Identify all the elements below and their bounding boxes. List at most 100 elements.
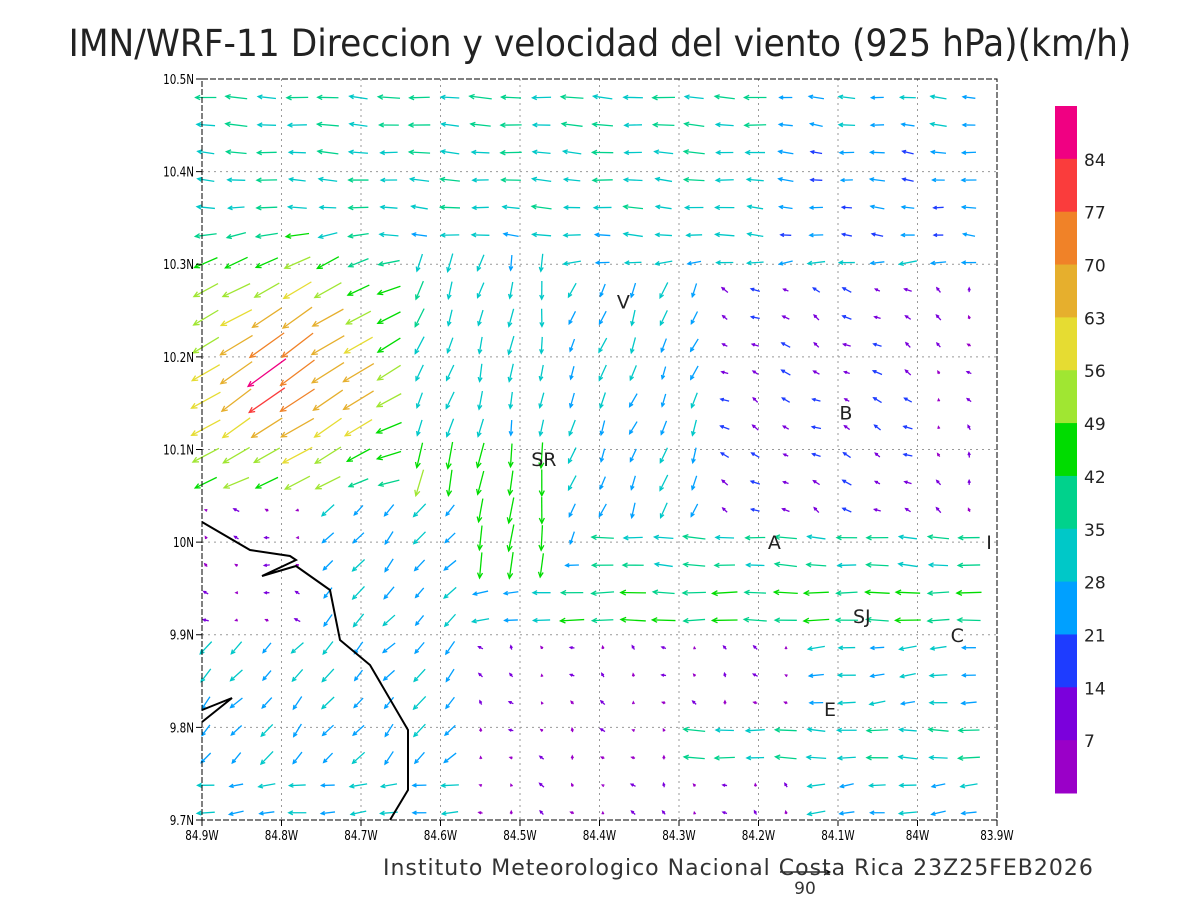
- wind-arrow-head: [538, 490, 545, 498]
- wind-arrow-shaft: [869, 784, 886, 787]
- wind-arrow: [967, 451, 971, 458]
- wind-arrow: [531, 122, 551, 128]
- wind-arrow-head: [220, 405, 228, 413]
- wind-arrow-head: [287, 810, 294, 816]
- wind-arrow: [623, 260, 642, 266]
- wind-arrow-head: [721, 783, 726, 787]
- wind-arrow-shaft: [600, 420, 606, 435]
- wind-arrow: [590, 534, 614, 541]
- wind-arrow-head: [802, 617, 810, 624]
- wind-arrow: [865, 616, 889, 623]
- wind-arrow-head: [379, 783, 386, 789]
- wind-arrow-shaft: [223, 476, 250, 489]
- wind-arrow-shaft: [746, 564, 765, 567]
- wind-arrow: [507, 443, 514, 469]
- wind-arrow: [254, 476, 279, 489]
- wind-arrow: [281, 306, 313, 329]
- wind-arrow-head: [930, 811, 936, 816]
- wind-arrow-head: [929, 149, 936, 155]
- wind-arrow-shaft: [384, 504, 395, 517]
- wind-arrow-shaft: [192, 336, 220, 354]
- wind-arrow-head: [351, 594, 358, 601]
- wind-arrow: [314, 475, 341, 490]
- wind-arrow: [744, 149, 766, 156]
- wind-arrow: [601, 810, 605, 815]
- wind-arrow-head: [784, 674, 788, 678]
- wind-arrow-shaft: [348, 232, 369, 238]
- wind-arrow-head: [782, 480, 787, 485]
- wind-arrow: [659, 282, 669, 300]
- wind-arrow-head: [507, 461, 514, 469]
- wind-arrow: [777, 122, 793, 128]
- wind-arrow-shaft: [348, 478, 369, 488]
- wind-arrow: [835, 727, 857, 733]
- wind-arrow: [219, 361, 253, 385]
- wind-arrow-shaft: [258, 95, 277, 100]
- wind-arrow-head: [843, 398, 848, 402]
- wind-arrow-head: [229, 703, 235, 709]
- wind-arrow: [629, 365, 637, 382]
- wind-arrow: [295, 508, 299, 512]
- wind-arrow-head: [960, 672, 967, 678]
- colorbar-label: 63: [1084, 309, 1106, 329]
- wind-arrow-head: [781, 425, 787, 429]
- wind-arrow-head: [931, 177, 937, 183]
- wind-arrow-head: [571, 782, 574, 787]
- wind-arrow-head: [873, 480, 879, 485]
- wind-arrow-head: [714, 177, 721, 183]
- wind-arrow-head: [781, 397, 786, 402]
- wind-arrow: [812, 287, 821, 293]
- wind-arrow-shaft: [842, 206, 852, 209]
- wind-arrow: [630, 475, 636, 491]
- wind-arrow-head: [531, 122, 538, 128]
- wind-arrow-head: [928, 754, 935, 761]
- wind-arrow: [622, 177, 643, 183]
- wind-arrow: [628, 421, 638, 435]
- wind-arrow-shaft: [478, 525, 483, 550]
- wind-arrow-head: [871, 369, 877, 374]
- wind-arrow-head: [540, 673, 544, 678]
- wind-arrow-shaft: [509, 443, 513, 467]
- wind-arrow-shaft: [416, 392, 423, 408]
- wind-arrow-head: [777, 261, 784, 266]
- x-tick-label: 84.9W: [185, 828, 219, 843]
- wind-arrow-head: [927, 726, 934, 733]
- wind-arrow: [719, 452, 730, 458]
- wind-arrow-head: [283, 483, 292, 490]
- wind-arrow: [540, 673, 544, 678]
- wind-arrow-shaft: [378, 259, 400, 266]
- wind-arrow-head: [414, 321, 420, 328]
- wind-arrow-shaft: [838, 701, 856, 704]
- wind-arrow-shaft: [194, 476, 218, 489]
- wind-arrow-head: [781, 507, 786, 512]
- wind-arrow: [500, 177, 521, 183]
- wind-arrow: [682, 561, 706, 568]
- wind-arrow: [353, 669, 364, 682]
- wind-arrow: [204, 535, 208, 540]
- wind-arrow: [868, 782, 886, 788]
- wind-arrow-head: [693, 645, 697, 650]
- wind-arrow-head: [651, 589, 659, 596]
- wind-arrow-head: [321, 731, 327, 737]
- wind-arrow-head: [445, 375, 451, 382]
- wind-arrow-shaft: [690, 365, 699, 380]
- wind-arrow-head: [499, 149, 506, 156]
- wind-arrow: [377, 479, 400, 487]
- wind-arrow-head: [316, 94, 323, 101]
- wind-arrow-shaft: [322, 641, 334, 655]
- wind-arrow-shaft: [903, 425, 913, 430]
- wind-arrow: [715, 150, 734, 156]
- wind-arrow-head: [476, 516, 483, 524]
- colorbar-label: 70: [1084, 257, 1106, 277]
- wind-arrow: [445, 668, 455, 683]
- wind-arrow-head: [538, 266, 544, 273]
- wind-arrow: [251, 307, 282, 329]
- wind-arrow-head: [531, 149, 538, 155]
- wind-arrow-shaft: [444, 724, 456, 736]
- wind-arrow-head: [353, 510, 359, 516]
- wind-arrow: [506, 552, 514, 580]
- wind-arrow-shaft: [193, 283, 219, 298]
- wind-arrow: [662, 781, 666, 788]
- wind-arrow-head: [838, 150, 844, 156]
- wind-arrow: [233, 535, 239, 540]
